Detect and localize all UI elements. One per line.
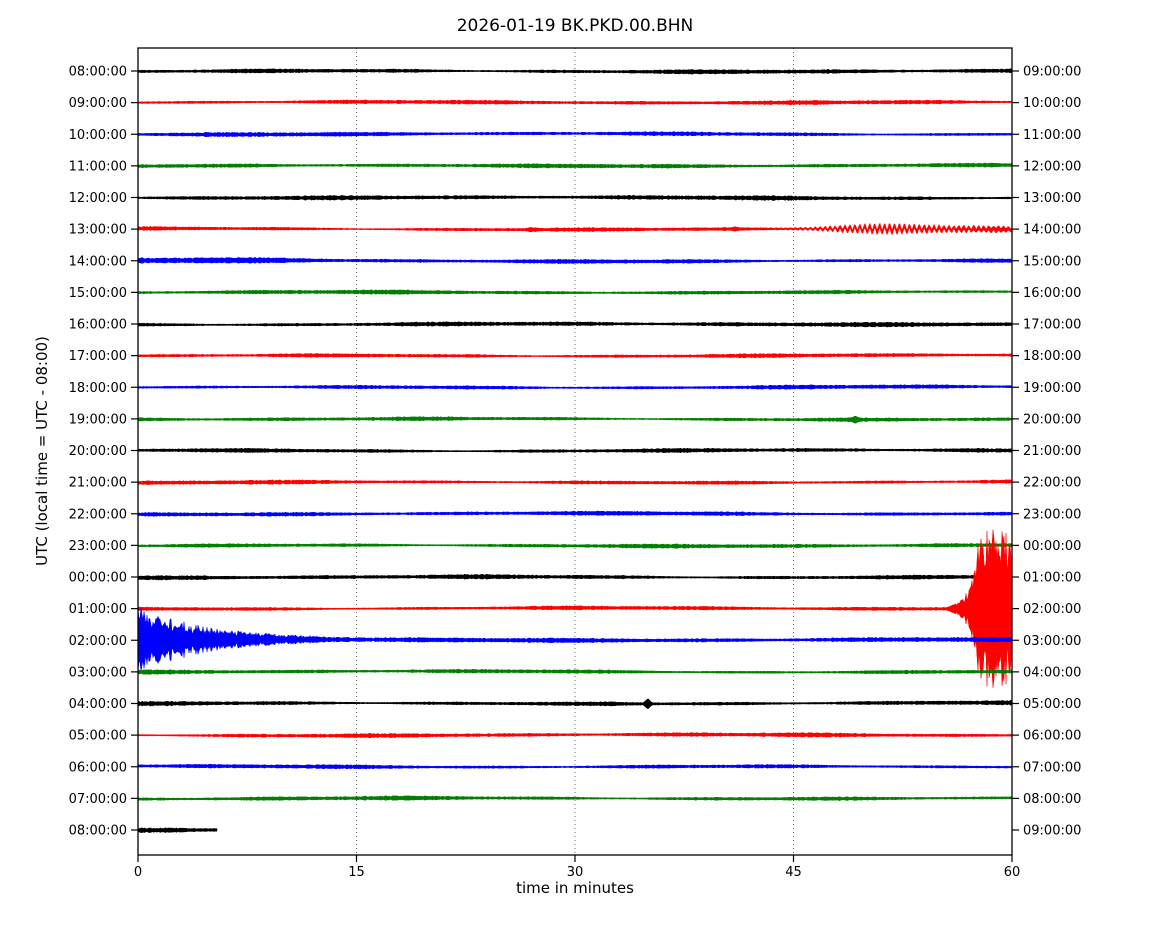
y-tick-label-left: 12:00:00	[69, 191, 127, 206]
y-tick-label-right: 23:00:00	[1023, 507, 1081, 522]
trace-row	[137, 321, 1013, 328]
y-tick-label-right: 07:00:00	[1023, 760, 1081, 775]
y-tick-label-left: 22:00:00	[69, 507, 127, 522]
y-tick-label-right: 04:00:00	[1023, 665, 1081, 680]
y-tick-label-right: 11:00:00	[1023, 128, 1081, 143]
trace-row	[137, 510, 1013, 517]
y-tick-label-right: 06:00:00	[1023, 729, 1081, 744]
trace-row	[137, 573, 1013, 581]
y-tick-label-left: 14:00:00	[69, 254, 127, 269]
x-tick-label: 30	[567, 865, 584, 880]
trace-row	[137, 732, 1013, 739]
y-tick-label-right: 10:00:00	[1023, 96, 1081, 111]
y-tick-label-right: 09:00:00	[1023, 65, 1081, 80]
y-tick-label-right: 18:00:00	[1023, 349, 1081, 364]
y-tick-label-left: 13:00:00	[69, 223, 127, 238]
y-tick-label-left: 16:00:00	[69, 318, 127, 333]
y-tick-label-right: 19:00:00	[1023, 381, 1081, 396]
y-tick-label-left: 08:00:00	[69, 824, 127, 839]
y-tick-label-left: 10:00:00	[69, 128, 127, 143]
y-tick-label-left: 05:00:00	[69, 729, 127, 744]
y-tick-label-left: 09:00:00	[69, 96, 127, 111]
y-tick-label-left: 07:00:00	[69, 792, 127, 807]
trace-row	[137, 415, 1013, 424]
y-tick-label-left: 08:00:00	[69, 65, 127, 80]
x-axis-label: time in minutes	[516, 879, 634, 897]
x-tick-label: 60	[1004, 865, 1021, 880]
trace-row	[137, 162, 1013, 169]
y-tick-label-left: 02:00:00	[69, 634, 127, 649]
trace-row	[137, 289, 1013, 295]
y-tick-label-left: 06:00:00	[69, 760, 127, 775]
x-tick-label: 0	[134, 865, 142, 880]
y-tick-label-right: 17:00:00	[1023, 318, 1081, 333]
y-tick-label-left: 17:00:00	[69, 349, 127, 364]
y-tick-label-right: 21:00:00	[1023, 444, 1081, 459]
trace-row	[137, 668, 1013, 675]
trace-row	[137, 827, 218, 833]
y-tick-label-right: 13:00:00	[1023, 191, 1081, 206]
y-tick-label-left: 20:00:00	[69, 444, 127, 459]
y-tick-label-right: 01:00:00	[1023, 571, 1081, 586]
y-tick-label-left: 01:00:00	[69, 602, 127, 617]
y-tick-label-right: 16:00:00	[1023, 286, 1081, 301]
trace-row	[137, 257, 1013, 265]
trace-row	[137, 607, 1013, 672]
y-tick-label-right: 03:00:00	[1023, 634, 1081, 649]
y-tick-label-left: 11:00:00	[69, 159, 127, 174]
y-tick-label-left: 18:00:00	[69, 381, 127, 396]
y-tick-label-left: 03:00:00	[69, 665, 127, 680]
y-tick-label-left: 21:00:00	[69, 476, 127, 491]
x-tick-label: 45	[785, 865, 802, 880]
trace-row	[137, 353, 1013, 359]
x-tick-label: 15	[348, 865, 365, 880]
y-tick-label-left: 15:00:00	[69, 286, 127, 301]
y-tick-label-left: 19:00:00	[69, 412, 127, 427]
y-tick-label-right: 09:00:00	[1023, 824, 1081, 839]
y-tick-label-left: 04:00:00	[69, 697, 127, 712]
y-tick-label-right: 20:00:00	[1023, 412, 1081, 427]
y-tick-label-right: 05:00:00	[1023, 697, 1081, 712]
plot-title: 2026-01-19 BK.PKD.00.BHN	[456, 16, 694, 36]
y-tick-label-right: 22:00:00	[1023, 476, 1081, 491]
y-tick-label-right: 14:00:00	[1023, 223, 1081, 238]
y-tick-label-left: 00:00:00	[69, 571, 127, 586]
y-tick-label-right: 12:00:00	[1023, 159, 1081, 174]
y-tick-label-left: 23:00:00	[69, 539, 127, 554]
y-tick-label-right: 00:00:00	[1023, 539, 1081, 554]
y-tick-label-right: 15:00:00	[1023, 254, 1081, 269]
y-tick-label-right: 08:00:00	[1023, 792, 1081, 807]
trace-row	[137, 68, 1013, 75]
y-tick-label-right: 02:00:00	[1023, 602, 1081, 617]
